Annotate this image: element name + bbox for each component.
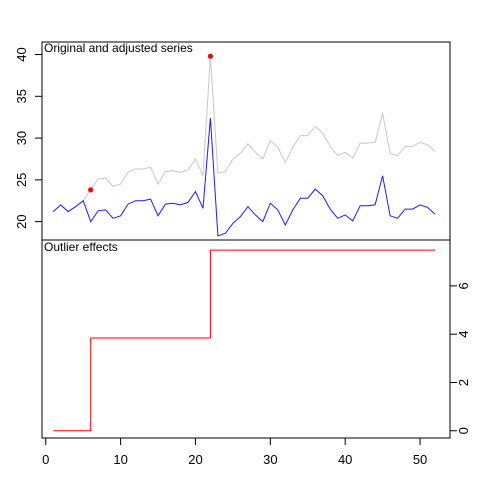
bottom-x-tick-label: 0 xyxy=(42,452,49,467)
bottom-y-axis: 0 2 4 6 xyxy=(449,282,471,434)
top-y-tick-label: 25 xyxy=(14,173,29,187)
top-y-tick-label: 40 xyxy=(14,47,29,61)
top-panel-title: Original and adjusted series xyxy=(44,41,193,55)
bottom-y-tick-label: 0 xyxy=(456,427,471,434)
bottom-x-tick-label: 20 xyxy=(188,452,202,467)
bottom-panel-frame xyxy=(41,239,451,439)
top-y-axis: 20 25 30 35 40 xyxy=(14,47,43,229)
bottom-panel-title: Outlier effects xyxy=(44,240,118,254)
bottom-y-tick-label: 2 xyxy=(456,379,471,386)
bottom-panel: Outlier effects 0 2 4 6 0 10 20 30 40 50 xyxy=(41,239,471,467)
bottom-x-tick-label: 50 xyxy=(413,452,427,467)
bottom-x-tick-label: 10 xyxy=(113,452,127,467)
outlier-point xyxy=(88,187,94,193)
top-series-group xyxy=(52,56,436,237)
top-y-tick-label: 35 xyxy=(14,89,29,103)
bottom-x-tick-label: 40 xyxy=(338,452,352,467)
bottom-y-tick-label: 6 xyxy=(456,282,471,289)
top-y-tick-label: 20 xyxy=(14,214,29,228)
series-line-outlier-effects xyxy=(53,249,435,432)
bottom-series-group xyxy=(53,249,435,432)
top-outlier-points xyxy=(88,53,214,193)
series-line-adjusted xyxy=(52,117,436,237)
top-y-tick-label: 30 xyxy=(14,131,29,145)
outlier-point xyxy=(207,53,214,59)
series-line-original xyxy=(52,56,436,213)
bottom-y-tick-label: 4 xyxy=(456,331,471,338)
bottom-x-axis: 0 10 20 30 40 50 xyxy=(42,437,427,467)
bottom-x-tick-label: 30 xyxy=(263,452,277,467)
top-panel: Original and adjusted series 20 25 30 35 40 xyxy=(14,41,451,241)
